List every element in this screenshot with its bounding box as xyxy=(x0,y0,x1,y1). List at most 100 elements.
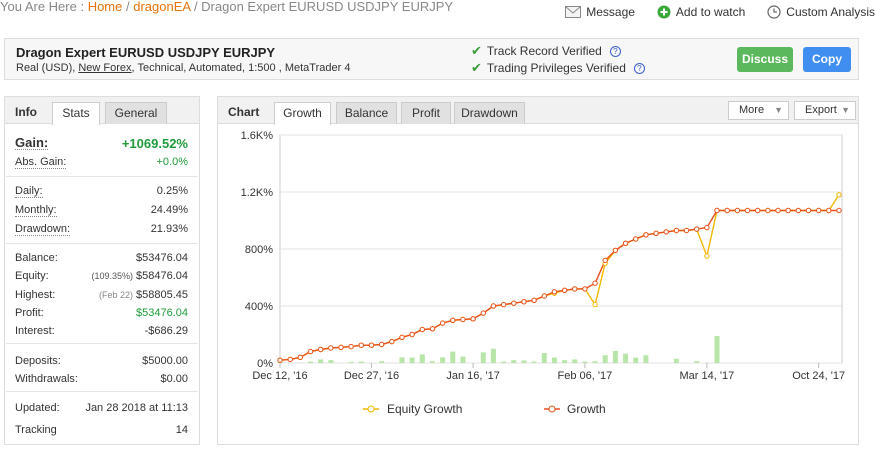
equity-percent: (109.35%) xyxy=(91,271,133,281)
add-to-watch-button[interactable]: Add to watch xyxy=(657,2,745,22)
volume-bar xyxy=(623,353,629,363)
balance-value: $53476.04 xyxy=(136,252,188,264)
tracking-value: 14 xyxy=(175,424,188,436)
updated-value: Jan 28 2018 at 11:13 xyxy=(85,402,188,414)
highest-row: Highest: (Feb 22) $58805.45 xyxy=(15,287,188,303)
growth-point xyxy=(734,207,741,214)
tab-balance[interactable]: Balance xyxy=(336,102,397,124)
equity-value: $58476.04 xyxy=(136,270,188,282)
y-tick-label: 800% xyxy=(245,244,273,256)
system-title: Dragon Expert EURUSD USDJPY EURJPY xyxy=(16,45,276,60)
growth-point xyxy=(338,344,344,351)
tab-profit[interactable]: Profit xyxy=(401,102,451,124)
x-tick-label: Feb 06, '17 xyxy=(558,370,613,382)
volume-bar xyxy=(714,335,720,363)
info-panel: Info Stats General Gain: +1069.52% Abs. … xyxy=(4,96,200,445)
highest-value-group: (Feb 22) $58805.45 xyxy=(99,289,188,301)
gain-label: Gain: xyxy=(15,134,49,150)
x-tick-label: Dec 27, '16 xyxy=(344,370,399,382)
interest-value: -$686.29 xyxy=(144,325,188,337)
message-button[interactable]: Message xyxy=(565,2,635,22)
chart-bars xyxy=(277,335,720,363)
tab-growth[interactable]: Growth xyxy=(274,102,331,125)
growth-point xyxy=(541,293,547,299)
check-icon: ✔ xyxy=(471,60,482,75)
broker-link[interactable]: New Forex xyxy=(78,62,132,74)
volume-bar xyxy=(501,361,507,363)
tab-stats[interactable]: Stats xyxy=(52,102,100,125)
drawdown-label: Drawdown: xyxy=(15,222,71,236)
balance-row: Balance: $53476.04 xyxy=(15,250,188,266)
growth-point xyxy=(277,357,283,363)
volume-bar xyxy=(328,360,334,363)
volume-bar xyxy=(612,350,618,363)
custom-analysis-label: Custom Analysis xyxy=(786,5,875,19)
export-label: Export xyxy=(805,104,837,116)
growth-point xyxy=(561,287,568,294)
growth-point xyxy=(419,326,426,333)
growth-point xyxy=(470,316,476,322)
gain-value: +1069.52% xyxy=(121,135,188,151)
breadcrumb-user-link[interactable]: dragonEA xyxy=(133,0,191,14)
y-tick-label: 400% xyxy=(245,301,273,313)
growth-point xyxy=(439,320,446,326)
divider xyxy=(6,176,198,177)
legend-growth-marker xyxy=(548,405,556,413)
growth-point xyxy=(592,280,598,286)
deposits-row: Deposits: $5000.00 xyxy=(15,353,188,369)
growth-point xyxy=(511,300,517,306)
breadcrumb-current: Dragon Expert EURUSD USDJPY EURJPY xyxy=(201,0,454,14)
equity-point xyxy=(592,301,598,308)
more-label: More xyxy=(739,104,765,116)
help-icon[interactable]: ? xyxy=(609,45,621,57)
abs-gain-row: Abs. Gain: +0.0% xyxy=(15,154,188,170)
tracking-label: Tracking xyxy=(15,424,57,436)
trading-privileges-label: Trading Privileges Verified xyxy=(486,61,626,75)
help-icon[interactable]: ? xyxy=(633,62,645,74)
abs-gain-label: Abs. Gain: xyxy=(15,155,67,169)
gain-row: Gain: +1069.52% xyxy=(15,135,188,151)
volume-bar xyxy=(562,360,568,363)
growth-point xyxy=(653,230,659,237)
breadcrumb-home-link[interactable]: Home xyxy=(87,0,123,14)
growth-point xyxy=(622,240,629,247)
growth-point xyxy=(694,226,700,232)
equity-row: Equity: (109.35%) $58476.04 xyxy=(15,268,188,284)
withdrawals-value: $0.00 xyxy=(160,373,188,385)
volume-bar xyxy=(490,348,496,363)
volume-bar xyxy=(419,354,425,363)
volume-bar xyxy=(429,361,435,363)
copy-button[interactable]: Copy xyxy=(803,47,851,72)
growth-point xyxy=(714,207,720,214)
growth-point xyxy=(389,338,395,345)
volume-bar xyxy=(643,355,649,363)
chart-grid xyxy=(279,134,843,364)
legend-equity-label: Equity Growth xyxy=(387,402,462,416)
growth-point xyxy=(612,247,619,254)
tab-general[interactable]: General xyxy=(105,102,167,124)
legend-equity-marker xyxy=(367,405,375,413)
info-heading: Info xyxy=(15,105,37,119)
system-meta: Real (USD), New Forex, Technical, Automa… xyxy=(16,62,350,74)
chart-heading: Chart xyxy=(228,105,260,119)
volume-bar xyxy=(673,358,679,363)
growth-chart[interactable]: 1.6K% 1.2K% 800% 400% 0%Dec 12, '16 Dec 27, '… xyxy=(218,125,858,445)
growth-point xyxy=(633,236,639,242)
volume-bar xyxy=(409,357,415,363)
x-tick-label: Oct 24, '17 xyxy=(792,370,845,382)
tab-drawdown[interactable]: Drawdown xyxy=(454,102,525,124)
more-dropdown[interactable]: More ▼ xyxy=(728,101,789,120)
custom-analysis-button[interactable]: Custom Analysis xyxy=(767,2,875,22)
envelope-icon xyxy=(565,6,582,18)
divider xyxy=(6,391,198,392)
updated-label: Updated: xyxy=(15,402,60,414)
interest-row: Interest: -$686.29 xyxy=(15,323,188,339)
add-to-watch-label: Add to watch xyxy=(675,5,746,19)
growth-point xyxy=(531,297,537,304)
discuss-button[interactable]: Discuss xyxy=(737,47,793,72)
check-icon: ✔ xyxy=(471,43,482,58)
monthly-label: Monthly: xyxy=(15,203,57,217)
x-tick-label: Mar 14, '17 xyxy=(680,370,735,382)
interest-label: Interest: xyxy=(15,325,55,337)
export-dropdown[interactable]: Export ▼ xyxy=(794,101,856,120)
